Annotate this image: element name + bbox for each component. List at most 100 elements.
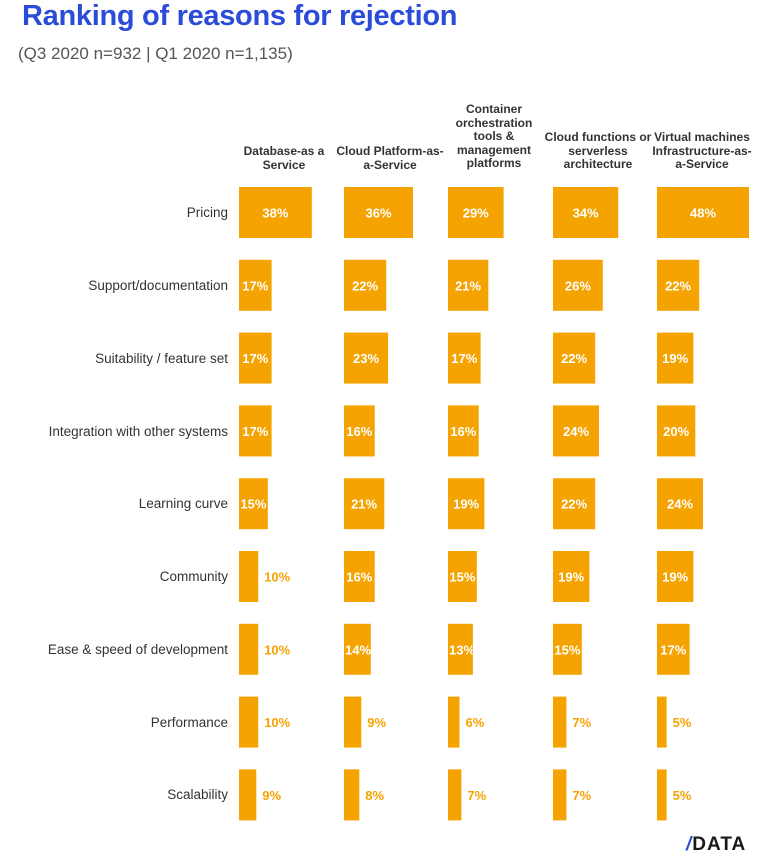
bar-value-label: 34% (573, 206, 599, 221)
bar-value-label: 17% (242, 424, 268, 439)
bar (448, 332, 481, 384)
bar-value-label: 8% (365, 788, 384, 803)
brand-logo-slash: / (686, 834, 693, 855)
bar (344, 259, 387, 311)
bar-value-label: 19% (453, 497, 479, 512)
bar (239, 551, 259, 602)
column-header-iaas: Virtual machines Infrastructure-as-a-Ser… (652, 130, 752, 171)
bar (344, 478, 385, 530)
row-label-pricing: Pricing (186, 205, 228, 220)
bar (657, 332, 694, 384)
bar-value-label: 9% (367, 715, 386, 730)
bar (657, 551, 694, 602)
page-title: Ranking of reasons for rejection (22, 0, 458, 32)
row-label-learning: Learning curve (138, 496, 228, 511)
row-label-ease: Ease & speed of development (47, 642, 228, 657)
page-subtitle: (Q3 2020 n=932 | Q1 2020 n=1,135) (18, 44, 293, 63)
bar-value-label: 22% (561, 497, 587, 512)
bar (344, 405, 375, 457)
bar (553, 551, 590, 602)
bar (553, 478, 596, 530)
bar (239, 769, 257, 821)
bar (553, 696, 567, 748)
bar-value-label: 24% (667, 497, 693, 512)
bar-value-label: 5% (673, 715, 692, 730)
bar-value-label: 5% (673, 788, 692, 803)
bar (553, 769, 567, 821)
bar-value-label: 15% (240, 497, 266, 512)
bar (239, 405, 272, 457)
brand-logo-name: DATA (692, 834, 747, 855)
bar-value-label: 22% (665, 278, 691, 293)
bar-value-label: 29% (463, 206, 489, 221)
bar-value-label: 26% (565, 278, 591, 293)
bar (448, 551, 477, 602)
bar-value-label: 14% (345, 642, 371, 657)
bar (239, 696, 259, 748)
bar (448, 478, 485, 530)
row-label-scalability: Scalability (167, 787, 228, 802)
column-header-dbaas: Database-as a Service (243, 144, 325, 172)
bar (448, 696, 460, 748)
brand-logo: /DATA (686, 834, 746, 856)
bar-value-label: 17% (451, 351, 477, 366)
bar (553, 187, 619, 238)
bar (448, 405, 479, 457)
bar-value-label: 7% (467, 788, 486, 803)
bar (239, 332, 272, 384)
bar (344, 769, 360, 821)
row-label-performance: Performance (150, 715, 228, 730)
bar-value-label: 16% (450, 424, 476, 439)
bar (553, 623, 582, 675)
bar (657, 187, 749, 238)
bar (344, 551, 375, 602)
bar-value-label: 24% (563, 424, 589, 439)
bar (239, 623, 259, 675)
bar-value-label: 17% (660, 642, 686, 657)
bar (448, 259, 489, 311)
bar-value-label: 15% (449, 570, 475, 585)
bar-value-label: 48% (690, 206, 716, 221)
column-header-paas: Cloud Platform-as-a-Service (336, 144, 444, 172)
bar-value-label: 10% (264, 570, 290, 585)
bar (239, 259, 272, 311)
bar-value-label: 10% (264, 642, 290, 657)
bar-value-label: 17% (242, 351, 268, 366)
bar-value-label: 22% (352, 278, 378, 293)
bar-value-label: 7% (572, 788, 591, 803)
bar-value-label: 19% (662, 570, 688, 585)
bar (553, 332, 596, 384)
row-label-suitability: Suitability / feature set (95, 351, 228, 366)
bar-value-label: 22% (561, 351, 587, 366)
bar (657, 696, 667, 748)
bar (553, 259, 603, 311)
bar-value-label: 20% (663, 424, 689, 439)
bar (657, 259, 700, 311)
row-label-support: Support/documentation (88, 278, 228, 293)
column-header-serverless: Cloud functions or serverless architectu… (544, 130, 652, 171)
bar-value-label: 7% (572, 715, 591, 730)
bar (553, 405, 599, 457)
bar (344, 187, 413, 238)
bar-value-label: 19% (558, 570, 584, 585)
bar-value-label: 15% (554, 642, 580, 657)
bar-value-label: 23% (353, 351, 379, 366)
bar (657, 623, 690, 675)
bar (448, 769, 462, 821)
bar (239, 187, 312, 238)
row-label-community: Community (159, 569, 228, 584)
bar-value-label: 16% (346, 570, 372, 585)
bar-value-label: 13% (449, 642, 475, 657)
bar (239, 478, 268, 530)
bar-value-label: 17% (242, 278, 268, 293)
bar-value-label: 21% (455, 278, 481, 293)
bar-value-label: 38% (262, 206, 288, 221)
bar (657, 769, 667, 821)
bar-value-label: 16% (346, 424, 372, 439)
bar-value-label: 9% (262, 788, 281, 803)
bar (448, 187, 504, 238)
column-header-container: Container orchestration tools & manageme… (455, 102, 533, 170)
bar-value-label: 19% (662, 351, 688, 366)
bar-value-label: 36% (365, 206, 391, 221)
